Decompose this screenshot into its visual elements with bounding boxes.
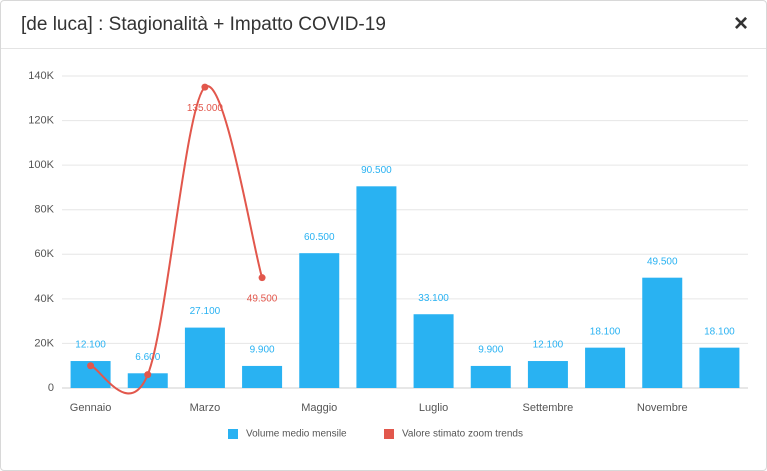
data-label: 33.100	[418, 293, 449, 304]
x-tick-label: Luglio	[419, 402, 448, 414]
legend-label: Valore stimato zoom trends	[402, 429, 523, 440]
line-point	[87, 362, 95, 370]
line	[90, 85, 264, 395]
data-label: 135.000	[187, 103, 224, 114]
data-label: 49.500	[647, 256, 678, 267]
x-tick-label: Gennaio	[70, 402, 112, 414]
data-label: 9.900	[478, 345, 503, 356]
y-tick-label: 60K	[34, 248, 54, 260]
bar	[242, 365, 283, 388]
y-tick-label: 140K	[28, 70, 54, 82]
legend-swatch	[384, 429, 394, 439]
data-label: 90.500	[361, 165, 392, 176]
y-tick-label: 40K	[34, 293, 54, 305]
x-tick-label: Marzo	[190, 402, 221, 414]
bar	[585, 347, 626, 388]
dialog-title: [de luca] : Stagionalità + Impatto COVID…	[21, 14, 386, 35]
chart: 0 20K 40K 60K 80K 100K 120K 140K Gennaio Marzo Mag…	[28, 70, 748, 440]
bar	[527, 361, 568, 388]
data-label: 12.100	[533, 340, 564, 351]
data-label: 9.900	[250, 345, 275, 356]
data-label: 27.100	[190, 306, 221, 317]
x-tick-label: Novembre	[637, 402, 688, 414]
legend-swatch	[228, 429, 238, 439]
y-tick-label: 120K	[28, 114, 54, 126]
y-tick-label: 80K	[34, 204, 54, 216]
data-label: 18.100	[704, 326, 735, 337]
data-label: 6.600	[135, 352, 160, 363]
data-label: 49.500	[247, 293, 278, 304]
x-tick-label: Maggio	[301, 402, 337, 414]
legend-label: Volume medio mensile	[246, 429, 347, 440]
line-point	[201, 83, 209, 91]
bar	[699, 347, 740, 388]
bar	[356, 186, 397, 388]
bar	[127, 373, 168, 388]
y-tick-label: 100K	[28, 159, 54, 171]
y-tick-label: 20K	[34, 337, 54, 349]
bar	[470, 365, 511, 388]
bar	[642, 277, 683, 388]
x-tick-label: Settembre	[523, 402, 574, 414]
data-label: 60.500	[304, 232, 335, 243]
bar	[299, 253, 340, 388]
bar	[184, 327, 225, 388]
close-button[interactable]: ×	[733, 10, 748, 37]
data-label: 18.100	[590, 326, 621, 337]
y-tick-label: 0	[48, 382, 54, 394]
data-label: 12.100	[75, 340, 106, 351]
line-point	[258, 274, 266, 282]
line-point	[144, 371, 152, 379]
bar	[413, 314, 454, 388]
dialog-header: [de luca] : Stagionalità + Impatto COVID…	[1, 1, 766, 49]
